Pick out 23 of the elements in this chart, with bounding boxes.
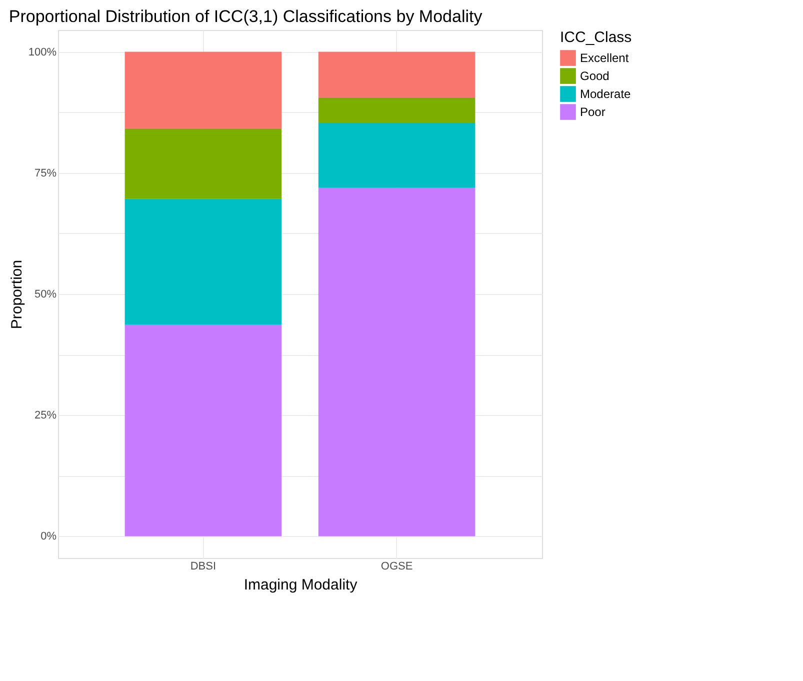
legend-label: Excellent [580,51,630,65]
bar [318,52,476,98]
bar [124,324,282,536]
legend-label: Poor [580,105,606,119]
bar [124,128,282,199]
y-tick-label: 0% [40,530,57,543]
x-tick-label: DBSI [190,560,216,572]
bar [318,97,476,124]
y-axis-title: Proportion [8,260,26,330]
legend-label: Moderate [580,87,632,101]
y-tick-label: 25% [34,410,57,422]
bar [318,188,476,536]
bar [318,123,476,188]
legend-label: Good [580,69,610,83]
x-axis-title: Imaging Modality [244,576,358,594]
chart-title: Proportional Distribution of ICC(3,1) Classifications by Modality [8,7,483,26]
y-tick-label: 100% [28,46,57,58]
bar [124,52,282,128]
y-tick-label: 50% [34,288,57,300]
bar [124,198,282,325]
y-tick-label: 75% [34,167,57,180]
legend-title: ICC_Class [560,29,632,46]
x-tick-label: OGSE [380,560,413,572]
